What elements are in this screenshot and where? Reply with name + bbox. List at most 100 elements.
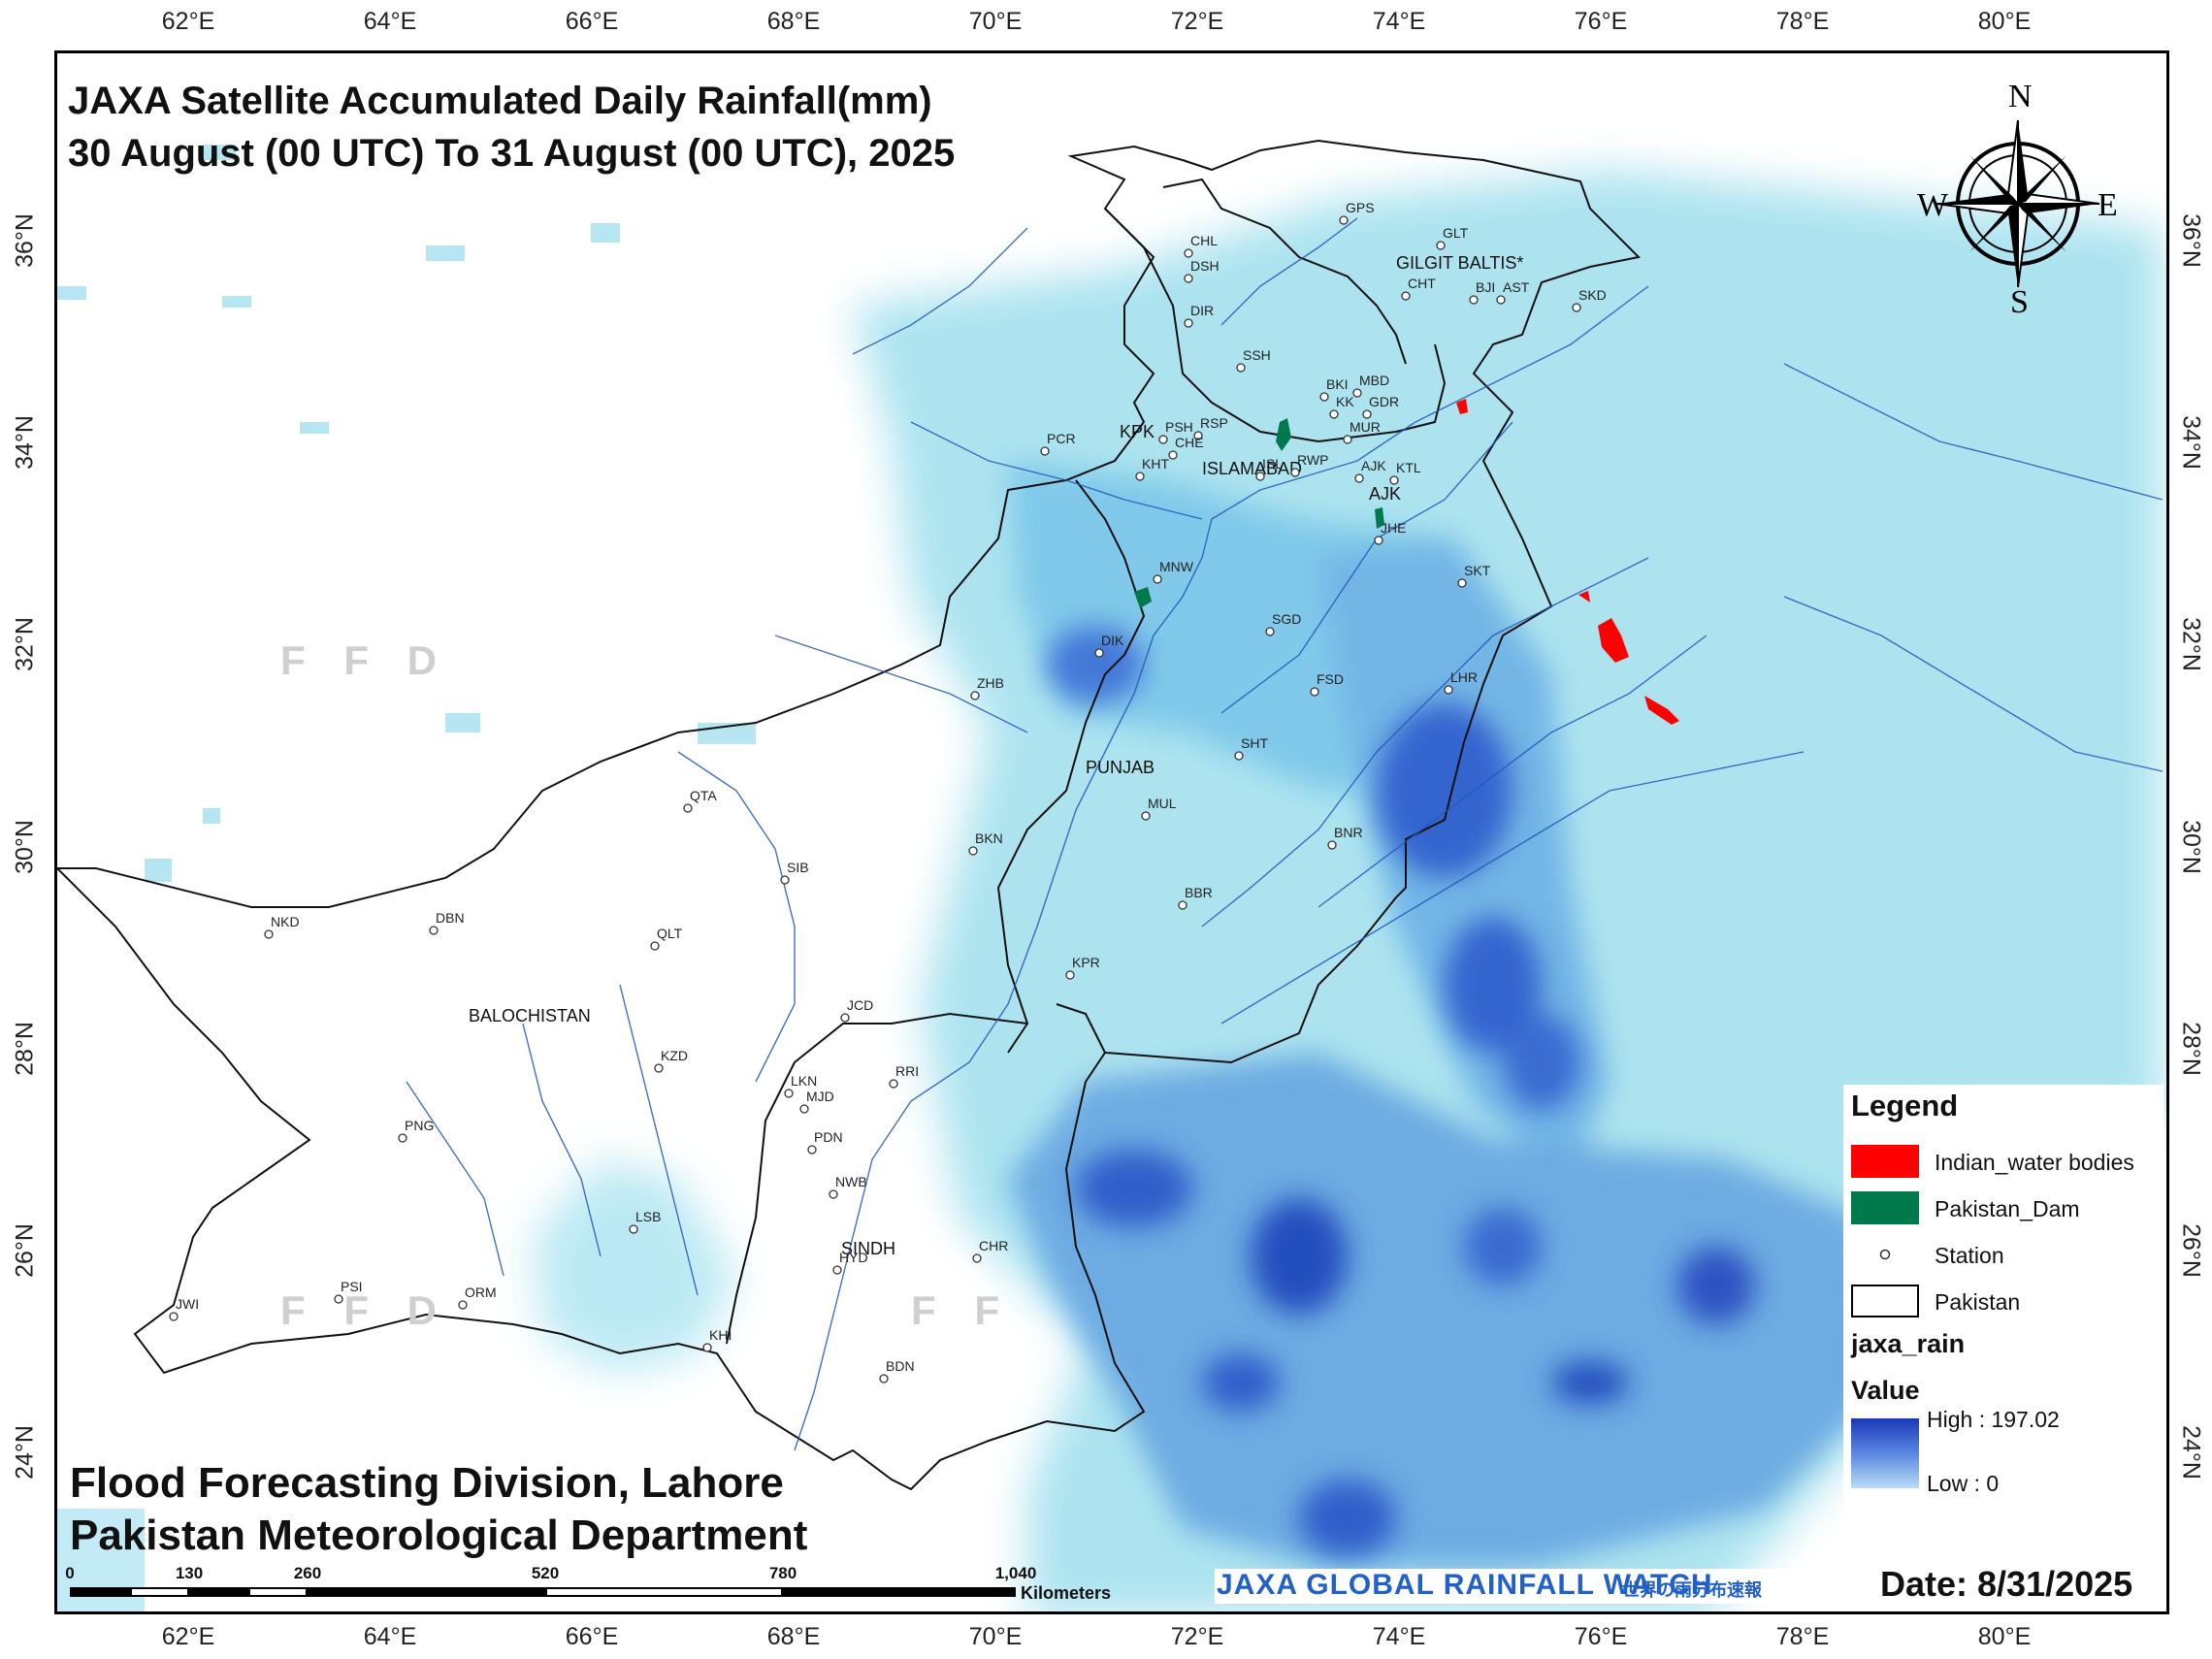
rain-area-west	[533, 1159, 736, 1373]
lon-tick-80-bottom: 80°E	[1977, 1623, 2032, 1650]
station-code: MUR	[1350, 419, 1381, 435]
station-marker-icon	[1362, 409, 1372, 419]
station-mnw: MNW	[1153, 559, 1194, 584]
station-che: CHE	[1168, 435, 1204, 460]
lat-tick-24-right: 24°N	[2177, 1425, 2205, 1480]
station-code: MBD	[1359, 373, 1389, 388]
station-circle-icon	[1851, 1238, 1919, 1271]
station-marker-icon	[970, 691, 980, 700]
rain-core-6	[1251, 1198, 1348, 1315]
ffd-watermark-south: F F D	[280, 1287, 450, 1333]
station-code: BJI	[1476, 279, 1495, 295]
station-marker-icon	[972, 1253, 982, 1263]
station-marker-icon	[264, 929, 274, 939]
station-kk: KK	[1329, 394, 1354, 419]
lat-tick-34-right: 34°N	[2177, 415, 2205, 470]
lon-tick-66-top: 66°E	[565, 8, 619, 35]
scale-tick: 1,040	[994, 1564, 1037, 1582]
river-sutlej	[1220, 751, 1805, 1025]
station-cht: CHT	[1401, 276, 1436, 301]
pakistan-dam	[1375, 507, 1384, 529]
region-ajk: AJK	[1369, 484, 1401, 504]
lat-tick-24-left: 24°N	[11, 1425, 39, 1480]
rain-core-5	[1076, 1150, 1192, 1227]
legend-raster-name: jaxa_rain	[1851, 1329, 1966, 1358]
legend-label: Station	[1935, 1243, 2004, 1268]
station-code: DSH	[1190, 258, 1220, 274]
ff-watermark: F F	[911, 1287, 1013, 1333]
station-skt: SKT	[1457, 563, 1491, 588]
legend-item-station: Station	[1851, 1238, 2162, 1275]
station-marker-icon	[968, 846, 978, 856]
station-code: CHE	[1175, 435, 1204, 450]
station-bbr: BBR	[1178, 885, 1213, 910]
lon-tick-72-bottom: 72°E	[1170, 1623, 1224, 1650]
rain-cell	[203, 145, 236, 160]
river-trib	[774, 634, 1028, 733]
station-gps: GPS	[1339, 200, 1375, 225]
station-marker-icon	[1444, 685, 1453, 695]
legend-label: Indian_water bodies	[1935, 1150, 2134, 1175]
compass-west: W	[1917, 187, 1949, 223]
province-border	[1056, 1003, 1106, 1054]
indian-water-body	[1598, 618, 1629, 663]
station-dbn: DBN	[429, 910, 465, 935]
lon-tick-64-bottom: 64°E	[363, 1623, 417, 1650]
station-code: BKI	[1326, 376, 1349, 392]
jaxa-banner: JAXA GLOBAL RAINFALL WATCH 世界の雨分布速報	[1215, 1569, 1869, 1604]
station-marker-icon	[1265, 627, 1275, 636]
legend-item-pakistan: Pakistan	[1851, 1285, 2162, 1321]
station-code: RSP	[1200, 415, 1228, 431]
lon-tick-74-bottom: 74°E	[1372, 1623, 1426, 1650]
river-trib	[677, 751, 796, 1083]
station-marker-icon	[879, 1374, 889, 1383]
station-marker-icon	[1327, 840, 1337, 850]
station-dik: DIK	[1094, 633, 1124, 658]
station-marker-icon	[1236, 363, 1246, 373]
station-marker-icon	[1193, 431, 1203, 440]
station-code: SIB	[787, 860, 809, 875]
station-marker-icon	[1319, 392, 1329, 402]
lat-tick-30-right: 30°N	[2177, 820, 2205, 874]
lon-tick-68-top: 68°E	[766, 8, 821, 35]
station-fsd: FSD	[1310, 671, 1344, 697]
station-bji: BJI	[1469, 279, 1495, 305]
station-code: BBR	[1185, 885, 1213, 900]
river-trib	[1783, 596, 2163, 772]
station-marker-icon	[1153, 574, 1162, 584]
station-code: CHT	[1408, 276, 1436, 291]
region-kpk: KPK	[1120, 422, 1155, 441]
station-code: LKN	[791, 1073, 817, 1089]
station-marker-icon	[1389, 475, 1399, 485]
station-code: RWP	[1297, 452, 1328, 468]
river-trib	[852, 227, 1028, 355]
rain-core-3	[1445, 917, 1542, 1053]
station-code: LSB	[635, 1209, 661, 1224]
compass-south: S	[2010, 284, 2029, 318]
lat-tick-30-left: 30°N	[11, 820, 39, 874]
station-lhr: LHR	[1444, 669, 1478, 695]
station-marker-icon	[629, 1224, 638, 1234]
station-marker-icon	[1141, 811, 1151, 821]
legend-item-indian-water-bodies: Indian_water bodies	[1851, 1145, 2162, 1182]
station-marker-icon	[654, 1063, 664, 1073]
lat-tick-32-left: 32°N	[11, 617, 39, 671]
station-marker-icon	[398, 1133, 407, 1143]
station-marker-icon	[1290, 468, 1300, 477]
rain-cell	[145, 859, 172, 882]
station-code: PDN	[814, 1129, 843, 1145]
station-code: RRI	[895, 1063, 919, 1079]
rain-cell	[591, 223, 620, 243]
lon-tick-68-bottom: 68°E	[766, 1623, 821, 1650]
station-ktl: KTL	[1389, 460, 1421, 485]
station-marker-icon	[702, 1343, 712, 1352]
station-marker-icon	[1329, 409, 1339, 419]
rain-core-7	[1202, 1353, 1280, 1412]
station-lkn: LKN	[784, 1073, 817, 1098]
rain-core-9	[1677, 1247, 1755, 1324]
indian-water-body	[1578, 591, 1590, 602]
station-chr: CHR	[972, 1238, 1008, 1263]
lon-tick-62-top: 62°E	[161, 8, 215, 35]
station-code: SHT	[1241, 735, 1268, 751]
station-marker-icon	[1158, 435, 1168, 444]
